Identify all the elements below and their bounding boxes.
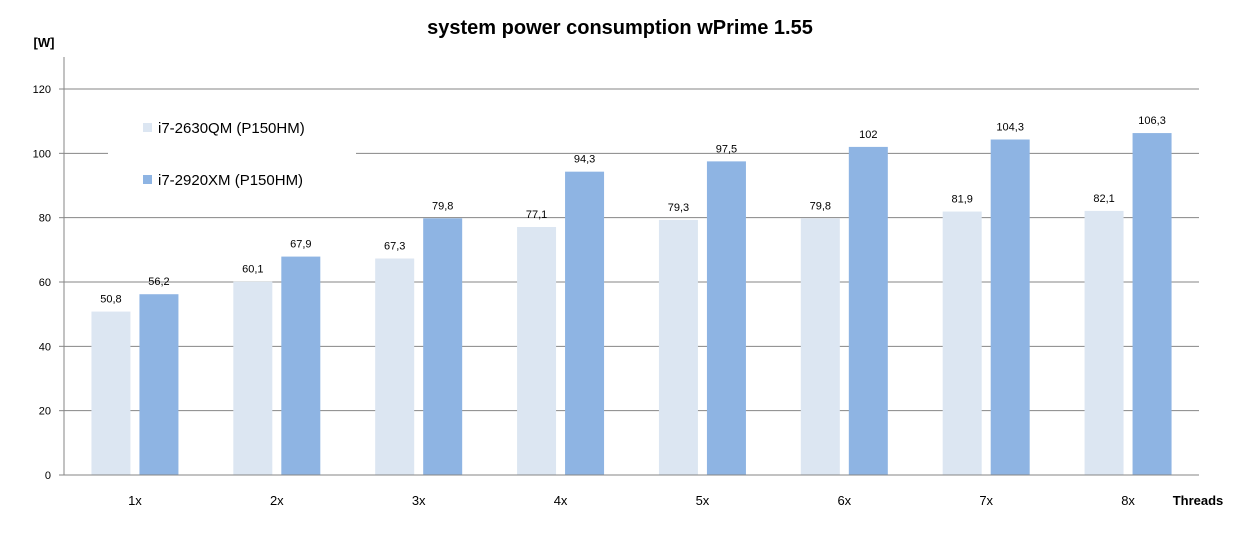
data-label: 77,1 [526,209,547,221]
data-label: 81,9 [951,194,972,206]
bar [139,294,179,475]
y-tick-label: 100 [33,148,51,160]
bar [706,161,746,475]
x-tick-label: 2x [270,493,284,508]
x-tick-label: 6x [837,493,851,508]
chart-title: system power consumption wPrime 1.55 [427,17,813,39]
bar [423,218,463,475]
legend-label: i7-2630QM (P150HM) [158,120,305,137]
data-label: 56,2 [148,276,169,288]
x-tick-label: 5x [696,493,710,508]
data-label: 67,9 [290,239,311,251]
bar [517,226,557,475]
bar [233,281,273,475]
y-tick-label: 0 [45,470,51,482]
bar [375,258,415,475]
y-tick-label: 40 [39,341,51,353]
legend-swatch [143,123,152,132]
data-label: 82,1 [1093,193,1114,205]
bar [848,146,888,475]
legend-swatch [143,175,152,184]
axes [63,57,1199,476]
y-axis-ticks: 0 20 40 60 80 100 120 [33,84,64,482]
bar [91,311,131,475]
legend: i7-2630QM (P150HM) i7-2920XM (P150HM) [108,100,356,205]
bar [1132,133,1172,475]
legend-background [108,100,356,205]
data-label: 94,3 [574,154,595,166]
y-axis-unit: [W] [34,35,55,50]
data-label: 104,3 [996,122,1024,134]
data-label: 60,1 [242,264,263,276]
y-tick-label: 80 [39,213,51,225]
data-label: 97,5 [716,143,737,155]
data-label: 50,8 [100,294,121,306]
data-label: 67,3 [384,241,405,253]
x-axis-categories: 1x 2x 3x 4x 5x 6x 7x 8x [128,493,1135,508]
x-tick-label: 3x [412,493,426,508]
x-tick-label: 4x [554,493,568,508]
x-tick-label: 1x [128,493,142,508]
bar [281,256,321,475]
data-label: 106,3 [1138,115,1166,127]
y-tick-label: 120 [33,84,51,96]
bar [1084,210,1124,475]
bar [942,211,982,475]
bar [658,219,698,475]
x-axis-title: Threads [1173,493,1224,508]
data-label: 79,8 [432,200,453,212]
data-label: 102 [859,129,877,141]
bar [800,218,840,475]
bar [990,139,1030,476]
data-label: 79,8 [810,200,831,212]
bar [565,171,605,475]
y-tick-label: 20 [39,406,51,418]
x-tick-label: 8x [1121,493,1135,508]
bars [91,133,1172,476]
legend-label: i7-2920XM (P150HM) [158,172,303,189]
data-label: 79,3 [668,202,689,214]
y-tick-label: 60 [39,277,51,289]
x-tick-label: 7x [979,493,993,508]
data-labels: 50,8 56,2 60,1 67,9 67,3 79,8 77,1 94,3 79,3 97,5… [100,115,1166,306]
